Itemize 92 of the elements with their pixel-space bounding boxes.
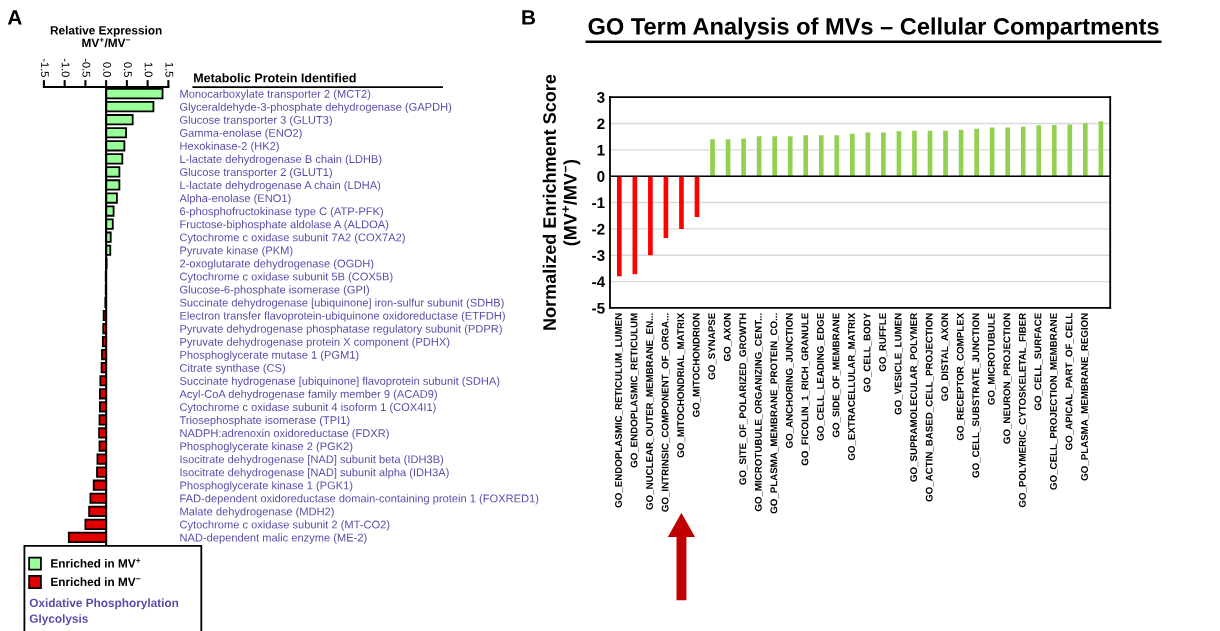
x-tick-label: GO_EXTRACELLULAR_MATRIX <box>848 312 857 461</box>
x-tick-label: GO_CELL_SUBSTRATE_JUNCTION <box>972 313 981 478</box>
y-tick-label: -1 <box>592 197 605 209</box>
x-tick-label: GO_SYNAPSE <box>708 313 717 380</box>
y-tick-label: Cytochrome c oxidase subunit 2 (MT-CO2) <box>180 520 390 531</box>
x-tick-label: GO_MICROTUBULE_ORGANIZING_CENT... <box>754 313 763 512</box>
x-tick-label: 1.5 <box>165 62 174 77</box>
x-tick-label: GO_MITOCHONDRIAL_MATRIX <box>677 312 686 458</box>
x-tick-label: 0.5 <box>123 62 132 77</box>
y-tick-label: L-lactate dehydrogenase A chain (LDHA) <box>180 180 381 192</box>
x-tick-label: 0.0 <box>103 62 112 77</box>
x-tick-label: GO_AXON <box>723 313 732 362</box>
x-tick-label: GO_CELL_LEADING_EDGE <box>816 313 825 441</box>
y-tick-label: Glucose transporter 2 (GLUT1) <box>180 167 332 179</box>
y-tick-label: Succinate hydrogenase [ubiquinone] flavoprotein subunit (SDHA) <box>179 376 500 388</box>
y-tick-label: Fructose-biphosphate aldolase A (ALDOA) <box>180 220 389 231</box>
x-tick-label: GO_ACTIN_BASED_CELL_PROJECTION <box>925 313 934 502</box>
legend-label: Enriched in MV$^{+}$ <box>51 558 141 568</box>
y-tick-label: Phosphoglycerate kinase 2 (PGK2) <box>180 442 353 453</box>
x-tick-label: GO_CELL_PROJECTION_MEMBRANE <box>1050 313 1058 490</box>
y-tick-label: FAD-dependent oxidoreductase domain-containing protein 1 (FOXRED1) <box>180 494 539 505</box>
y-tick-label: Triosephosphate isomerase (TPI1) <box>179 415 350 427</box>
text: Oxidative Phosphorylation <box>29 598 179 610</box>
x-tick-label: 1.0 <box>144 62 153 77</box>
x-tick-label: GO_VESICLE_LUMEN <box>894 313 903 415</box>
x-tick-label: GO_ENDOPLASMIC_RETICULUM <box>630 313 639 468</box>
x-tick-label: GO_NUCLEAR_OUTER_MEMBRANE_EN... <box>646 313 655 510</box>
y-tick-label: 6-phosphofructokinase type C (ATP-PFK) <box>180 207 383 218</box>
x-tick-label: -1.0 <box>61 58 70 77</box>
x-tick-label: GO_ENDOPLASMIC_RETICULUM_LUMEN <box>615 313 624 508</box>
y-tick-label: Pyruvate dehydrogenase phosphatase regulatory subunit (PDPR) <box>180 324 502 335</box>
x-tick-label: GO_PLASMA_MEMBRANE_PROTEIN_CO... <box>770 313 779 514</box>
y-tick-label: 0 <box>597 171 605 182</box>
y-tick-label: Glyceraldehyde-3-phosphate dehydrogenase (GAPDH) <box>180 102 452 113</box>
text: Glycolysis <box>29 614 88 626</box>
y-tick-label: Phosphoglycerate mutase 1 (PGM1) <box>180 350 359 361</box>
x-axis-title: Relative Expression MV$^{+}$/MV$^{−}$ <box>50 25 162 48</box>
y-tick-label: -3 <box>592 250 605 261</box>
y-tick-label: Cytochrome c oxidase subunit 7A2 (COX7A2) <box>180 233 405 244</box>
y-tick-label: Pyruvate kinase (PKM) <box>180 246 293 257</box>
x-tick-label: GO_CELL_BODY <box>863 312 872 392</box>
y-tick-label: 3 <box>596 92 605 103</box>
y-tick-label: Alpha-enolase (ENO1) <box>179 194 291 205</box>
y-tick-label: Gamma-enolase (ENO2) <box>180 128 302 140</box>
y-tick-label: -4 <box>592 276 606 288</box>
x-tick-label: GO_PLASMA_MEMBRANE_REGION <box>1081 313 1090 481</box>
x-tick-label: GO_INTRINSIC_COMPONENT_OF_ORGA... <box>661 313 670 512</box>
x-tick-label: GO_APICAL_PART_OF_CELL <box>1065 313 1074 450</box>
legend-label: Enriched in MV$^{−}$ <box>51 577 141 587</box>
y-tick-label: Electron transfer flavoprotein-ubiquinone oxidoreductase (ETFDH) <box>180 311 505 322</box>
text: B <box>522 10 536 25</box>
y-tick-label: 1 <box>597 144 605 156</box>
y-tick-label: Monocarboxylate transporter 2 (MCT2) <box>180 89 371 100</box>
y-tick-label: Cytochrome c oxidase subunit 4 isoform 1 (COX4I1) <box>180 402 436 414</box>
y-tick-label: Isocitrate dehydrogenase [NAD] subunit alpha (IDH3A) <box>180 468 449 479</box>
y-tick-label: -5 <box>592 302 605 314</box>
x-tick-label: GO_RECEPTOR_COMPLEX <box>956 312 965 441</box>
x-tick-label: GO_SITE_OF_POLARIZED_GROWTH <box>739 313 748 485</box>
y-tick-label: Glucose transporter 3 (GLUT3) <box>180 115 332 127</box>
x-tick-label: -1.5 <box>40 58 49 77</box>
y-tick-label: Phosphoglycerate kinase 1 (PGK1) <box>180 481 353 492</box>
y-tick-label: 2-oxoglutarate dehydrogenase (OGDH) <box>180 259 374 270</box>
y-tick-label: 2 <box>597 118 605 130</box>
y-tick-label: L-lactate dehydrogenase B chain (LDHB) <box>180 154 382 166</box>
x-tick-label: GO_MICROTUBULE <box>987 313 996 405</box>
x-tick-label: -0.5 <box>82 58 91 77</box>
y-axis-title: Metabolic Protein Identified <box>194 73 356 83</box>
chart-title: GO Term Analysis of MVs – Cellular Compartments <box>588 17 1159 40</box>
x-tick-label: GO_FICOLIN_1_RICH_GRANULE <box>801 313 810 466</box>
y-tick-label: Cytochrome c oxidase subunit 5B (COX5B) <box>180 272 393 283</box>
y-tick-label: Glucose-6-phosphate isomerase (GPI) <box>180 285 369 296</box>
y-tick-label: NADPH:adrenoxin oxidoreductase (FDXR) <box>180 428 389 440</box>
y-tick-label: -2 <box>592 223 605 235</box>
x-tick-label: GO_CELL_SURFACE <box>1034 313 1043 411</box>
y-tick-label: Hexokinase-2 (HK2) <box>180 141 279 153</box>
y-tick-label: Isocitrate dehydrogenase [NAD] subunit beta (IDH3B) <box>180 455 444 466</box>
x-tick-label: GO_RUFFLE <box>879 313 888 372</box>
y-tick-label: Acyl-CoA dehydrogenase family member 9 (ACAD9) <box>179 389 437 401</box>
x-tick-label: GO_MITOCHONDRION <box>692 313 701 417</box>
text: A <box>7 10 22 25</box>
y-tick-label: Malate dehydrogenase (MDH2) <box>180 507 334 518</box>
x-tick-label: GO_ANCHORING_JUNCTION <box>785 313 794 448</box>
y-tick-label: NAD-dependent malic enzyme (ME-2) <box>180 533 367 544</box>
x-tick-label: GO_SIDE_OF_MEMBRANE <box>832 313 841 438</box>
x-tick-label: GO_SUPRAMOLECULAR_POLYMER <box>910 312 919 482</box>
x-tick-label: GO_NEURON_PROJECTION <box>1003 313 1012 444</box>
y-tick-label: Pyruvate dehydrogenase protein X component (PDHX) <box>180 337 450 348</box>
x-tick-label: GO_DISTAL_AXON <box>941 313 950 401</box>
y-tick-label: Citrate synthase (CS) <box>180 363 285 375</box>
x-tick-label: GO_POLYMERIC_CYTOSKELETAL_FIBER <box>1018 312 1027 508</box>
y-axis-title: Normalized Enrichment Score (MV$^{+}$/MV$^{−}$) <box>542 74 581 330</box>
y-tick-label: Succinate dehydrogenase [ubiquinone] iron-sulfur subunit (SDHB) <box>179 298 504 309</box>
